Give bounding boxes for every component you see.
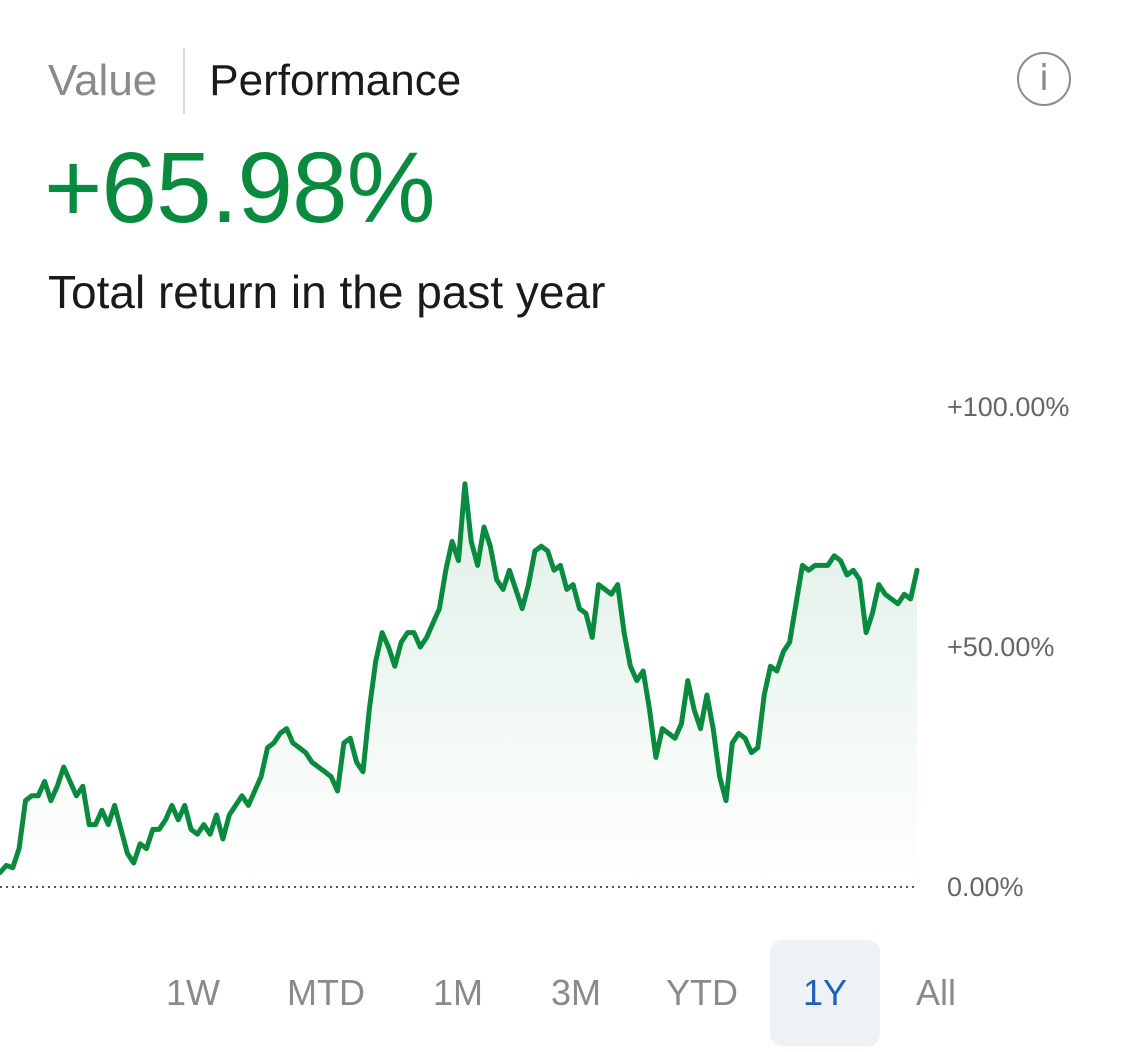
time-range-selector: 1W MTD 1M 3M YTD 1Y All: [0, 940, 1125, 1046]
range-button-ytd[interactable]: YTD: [666, 972, 738, 1013]
range-button-all[interactable]: All: [915, 972, 956, 1013]
range-button-3m[interactable]: 3M: [550, 972, 601, 1013]
range-button-mtd[interactable]: MTD: [287, 972, 365, 1013]
performance-chart: +100.00% +50.00% 0.00%: [0, 392, 1069, 902]
y-tick-label: +100.00%: [947, 392, 1069, 422]
info-icon: i: [1038, 58, 1049, 99]
tab-performance[interactable]: Performance: [209, 56, 462, 105]
view-toggle: Value Performance: [48, 48, 461, 114]
range-button-1w[interactable]: 1W: [166, 972, 220, 1013]
chart-area-fill: [0, 483, 917, 887]
total-return-value: +65.98%: [44, 132, 436, 244]
total-return-caption: Total return in the past year: [48, 266, 606, 318]
tab-value[interactable]: Value: [48, 56, 158, 105]
tab-divider: [183, 48, 186, 114]
info-button[interactable]: i: [1017, 52, 1071, 106]
range-button-1y[interactable]: 1Y: [770, 940, 880, 1046]
chart-series-line: [0, 481, 920, 876]
y-tick-label: +50.00%: [947, 632, 1054, 662]
y-tick-label: 0.00%: [947, 872, 1024, 902]
range-button-1m[interactable]: 1M: [432, 972, 483, 1013]
